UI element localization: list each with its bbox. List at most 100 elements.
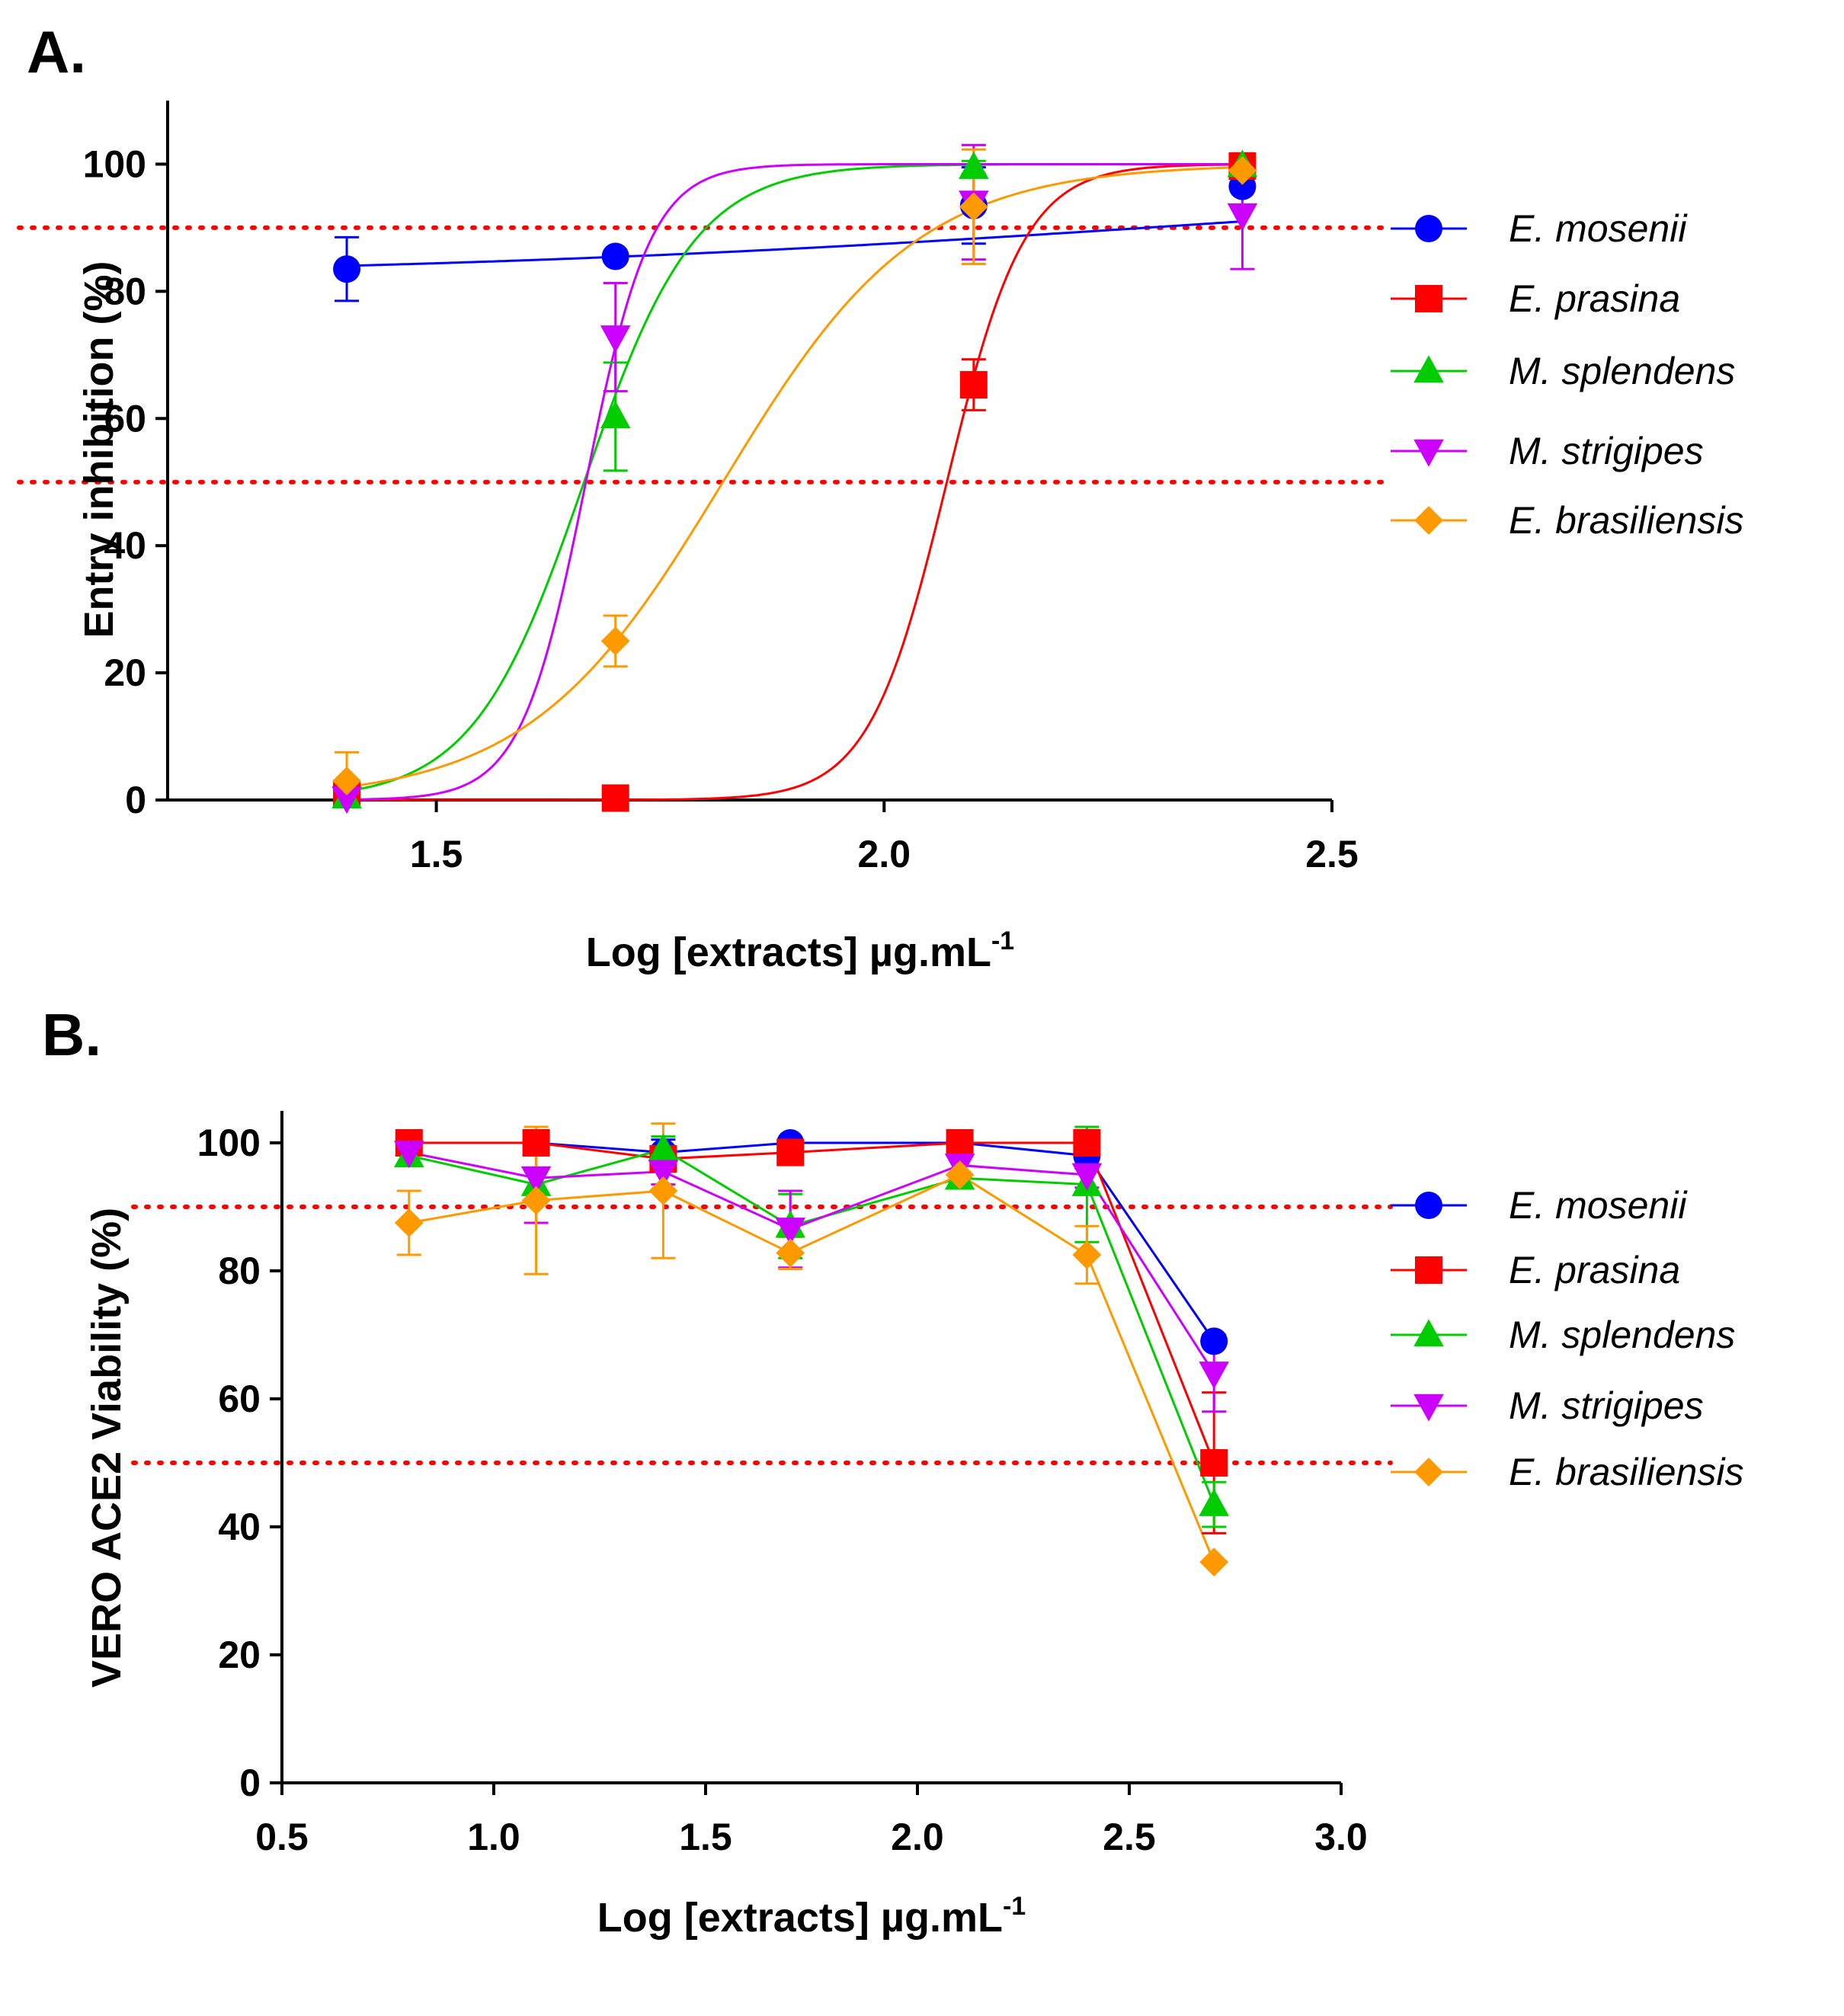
panel-b-point-m-strigipes: [394, 1141, 424, 1169]
panel-b-y-tick-label: 60: [218, 1378, 261, 1420]
panel-a-legend-label-e-prasina: E. prasina: [1509, 277, 1680, 320]
panel-b-x-axis-title: Log [extracts] µg.mL-1: [597, 1892, 1026, 1941]
panel-b-legend-label-e-mosenii: E. mosenii: [1509, 1184, 1688, 1227]
panel-b-y-tick-label: 100: [197, 1122, 261, 1164]
panel-b-legend-marker-e-prasina: [1415, 1256, 1442, 1284]
panel-a-label: A.: [27, 18, 86, 85]
panel-a-y-tick-label: 80: [104, 270, 146, 312]
panel-a-legend-label-e-brasiliensis: E. brasiliensis: [1509, 499, 1743, 542]
panel-b-legend: E. mosenii E. prasina M. splendens M. strig…: [1391, 1184, 1743, 1493]
panel-b-y-tick-label: 80: [218, 1250, 261, 1292]
panel-a-legend-label-m-strigipes: M. strigipes: [1509, 430, 1704, 472]
panel-b-axes: [280, 1111, 1341, 1784]
panel-b-point-e-prasina: [946, 1129, 974, 1157]
panel-a-ticks: 0 20 40 60 80 100 1.5 2.0 2.5: [83, 142, 1359, 875]
panel-b-point-e-brasiliensis: [521, 1186, 551, 1215]
panel-b-point-e-mosenii: [1200, 1327, 1228, 1355]
panel-a-y-tick-label: 40: [104, 524, 146, 567]
panel-a: A. 0 20 40 60 80 100 1.5 2.0 2.5 Entry inhibitio…: [17, 18, 1743, 975]
panel-a-point-e-brasiliensis: [332, 766, 361, 795]
panel-b-point-e-prasina: [522, 1129, 550, 1157]
panel-a-y-tick-label: 100: [83, 142, 146, 185]
panel-b-legend-marker-m-strigipes: [1413, 1394, 1444, 1422]
panel-b-point-m-splendens: [1199, 1488, 1229, 1516]
panel-a-fit-curves: [346, 163, 1243, 802]
panel-a-point-e-brasiliensis: [600, 626, 630, 656]
panel-b-y-tick-label: 0: [239, 1762, 261, 1804]
panel-b-point-e-prasina: [776, 1138, 805, 1166]
panel-a-x-axis-title: Log [extracts] µg.mL-1: [586, 926, 1014, 975]
panel-b-point-e-prasina: [1200, 1449, 1228, 1477]
panel-b-point-m-strigipes: [775, 1218, 805, 1246]
panel-a-fit-curve-e-mosenii: [347, 220, 1243, 267]
panel-b-legend-label-m-splendens: M. splendens: [1509, 1314, 1735, 1356]
panel-a-y-tick-label: 60: [104, 397, 146, 440]
panel-b-point-m-strigipes: [648, 1160, 679, 1188]
panel-a-y-axis-title: Entry inhibition (%): [76, 261, 122, 638]
panel-b-point-e-brasiliensis: [394, 1208, 424, 1237]
panel-a-legend-label-e-mosenii: E. mosenii: [1509, 207, 1688, 250]
panel-a-fit-curve-e-brasiliensis: [346, 165, 1243, 789]
panel-a-legend-marker-m-splendens: [1413, 355, 1444, 383]
panel-a-point-e-mosenii: [333, 255, 361, 283]
panel-a-point-e-prasina: [601, 784, 629, 812]
panel-a-x-axis-title-sup: -1: [991, 926, 1014, 955]
panel-b-x-tick-label: 2.0: [891, 1816, 944, 1858]
panel-a-legend-label-m-splendens: M. splendens: [1509, 350, 1735, 392]
panel-b-point-e-brasiliensis: [1072, 1240, 1102, 1269]
panel-a-fit-curve-m-strigipes: [347, 163, 1243, 801]
panel-a-legend-marker-e-prasina: [1415, 285, 1442, 312]
panel-a-markers: [331, 149, 1258, 814]
panel-b-label: B.: [42, 1001, 101, 1068]
panel-b-error-bars: [396, 1122, 1227, 1534]
panel-a-point-e-brasiliensis: [959, 192, 988, 222]
panel-a-y-tick-label: 20: [104, 651, 146, 694]
panel-b-markers: [394, 1129, 1229, 1577]
panel-a-point-e-mosenii: [601, 242, 629, 270]
panel-b-x-tick-label: 1.0: [467, 1816, 520, 1858]
panel-a-x-tick-label: 2.5: [1305, 833, 1359, 875]
panel-b-point-e-brasiliensis: [1199, 1547, 1229, 1577]
panel-b-legend-marker-e-mosenii: [1415, 1192, 1442, 1219]
panel-b-legend-label-m-strigipes: M. strigipes: [1509, 1384, 1704, 1427]
panel-a-legend-marker-e-brasiliensis: [1414, 506, 1443, 535]
panel-b-point-e-brasiliensis: [648, 1176, 678, 1205]
panel-b-line-e-brasiliensis: [408, 1173, 1215, 1563]
panel-b-legend-marker-e-brasiliensis: [1414, 1458, 1443, 1486]
panel-a-legend-marker-m-strigipes: [1413, 439, 1444, 467]
panel-b-point-m-strigipes: [1199, 1362, 1229, 1390]
panel-b-point-e-brasiliensis: [776, 1238, 805, 1268]
panel-a-x-tick-label: 1.5: [410, 833, 463, 875]
panel-b-point-m-strigipes: [520, 1166, 552, 1194]
panel-b-x-tick-label: 2.5: [1103, 1816, 1156, 1858]
panel-b-y-tick-label: 40: [218, 1506, 261, 1548]
panel-a-point-m-strigipes: [1227, 203, 1258, 231]
panel-a-x-tick-label: 2.0: [858, 833, 911, 875]
panel-a-point-e-brasiliensis: [1228, 155, 1257, 185]
panel-a-point-m-splendens: [600, 401, 631, 429]
panel-a-legend-marker-e-mosenii: [1415, 215, 1442, 242]
panel-b-point-e-prasina: [1073, 1129, 1101, 1157]
panel-a-y-tick-label: 0: [125, 779, 146, 821]
panel-a-point-e-prasina: [959, 371, 988, 399]
panel-b-point-m-splendens: [648, 1133, 679, 1161]
panel-b-x-tick-label: 0.5: [255, 1816, 309, 1858]
panel-a-x-axis-title-main: Log [extracts] µg.mL: [586, 930, 991, 975]
panel-b-threshold-lines: [131, 1205, 1393, 1465]
panel-a-point-m-strigipes: [331, 786, 362, 814]
panel-a-threshold-lines: [17, 225, 1384, 485]
panel-a-axes: [166, 101, 1332, 802]
panel-b-legend-marker-m-splendens: [1413, 1319, 1444, 1347]
panel-b-legend-label-e-prasina: E. prasina: [1509, 1249, 1680, 1291]
panel-b-y-axis-title: VERO ACE2 Viability (%): [84, 1208, 130, 1688]
panel-b-ticks: 0 20 40 60 80 100 0.5 1.0 1.5 2.0 2.5 3.0: [197, 1122, 1368, 1858]
panel-b-point-m-strigipes: [1071, 1163, 1103, 1191]
panel-b: B. 0 20 40 60 80 100 0.5 1.0 1.5 2.0 2.5 3.0 VERO A…: [42, 1001, 1743, 1941]
panel-b-x-tick-label: 1.5: [679, 1816, 732, 1858]
panel-b-legend-label-e-brasiliensis: E. brasiliensis: [1509, 1451, 1743, 1493]
panel-a-legend: E. mosenii E. prasina M. splendens M. strig…: [1391, 207, 1743, 542]
panel-b-x-tick-label: 3.0: [1314, 1816, 1368, 1858]
panel-a-point-m-strigipes: [600, 325, 631, 354]
panel-a-point-m-splendens: [959, 151, 989, 179]
